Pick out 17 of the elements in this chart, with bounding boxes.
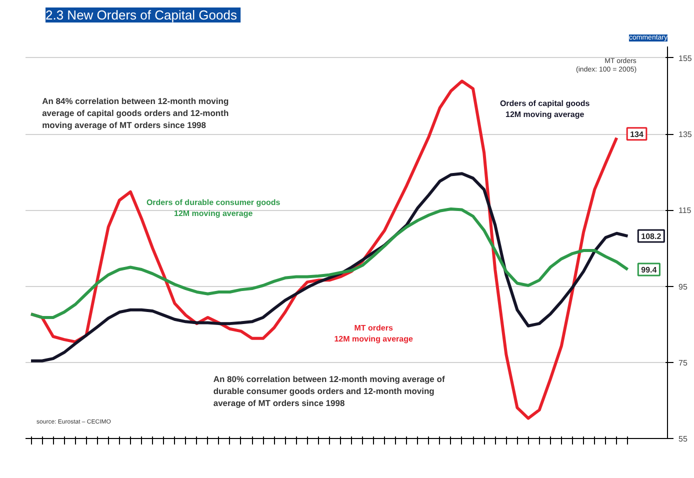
text: Orders of capital goods 12M moving average — [500, 99, 590, 119]
data-label: 99.4 — [641, 266, 658, 275]
line-series — [30, 208, 630, 319]
data-label: 108.2 — [641, 232, 662, 242]
y-tick-label: 115 — [678, 206, 692, 216]
y-tick-label: 55 — [678, 434, 688, 444]
data-label: 134 — [630, 130, 644, 139]
annotation: An 80% correlation between 12-month moving average of durable consumer goods orders and 12-month moving average of MT orders since 1998 — [213, 374, 445, 408]
y-tick-label: 155 — [678, 54, 692, 63]
y-tick-label: 135 — [678, 130, 692, 140]
annotation: An 84% correlation between 12-month moving average of capital goods orders and 12-month moving average of MT orders since 1998 — [42, 96, 229, 130]
text: Orders of durable consumer goods 12M moving average — [146, 198, 281, 218]
text: MT orders 12M moving average — [334, 324, 414, 344]
line-series — [30, 172, 630, 362]
chart-title: 2.3 New Orders of Capital Goods — [46, 8, 238, 22]
y-tick-label: 75 — [678, 358, 688, 368]
y-tick-label: 95 — [678, 282, 688, 292]
